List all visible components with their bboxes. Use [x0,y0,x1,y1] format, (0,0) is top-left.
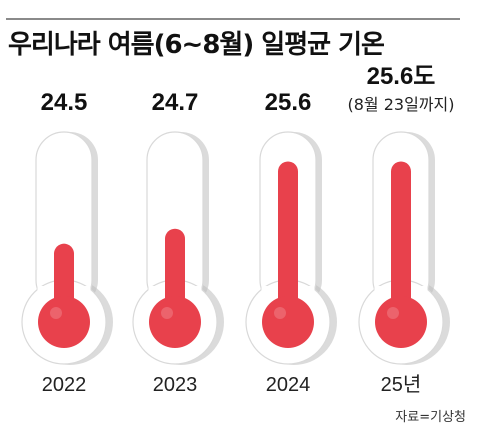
value-label-2022: 24.5 [41,89,88,116]
mercury-bulb-2024 [262,296,314,348]
annotation-label-25: (8월 23일까지) [348,95,455,114]
category-label-2024: 2024 [266,374,311,396]
category-label-25: 25년 [381,373,422,396]
mercury-highlight-25 [387,307,399,319]
mercury-bulb-25 [375,296,427,348]
category-label-2023: 2023 [153,374,198,396]
value-label-2023: 24.7 [152,89,199,116]
mercury-bulb-2022 [38,296,90,348]
mercury-column-2023 [165,228,185,312]
value-label-25: 25.6도 [367,63,436,90]
chart-title: 우리나라 여름(6~8월) 일평균 기온 [8,30,385,60]
category-label-2022: 2022 [42,374,87,396]
mercury-column-2024 [278,161,298,312]
value-label-2024: 25.6 [265,89,312,116]
top-rule [6,18,460,20]
mercury-column-25 [391,161,411,312]
mercury-highlight-2023 [161,307,173,319]
mercury-highlight-2024 [274,307,286,319]
source-credit: 자료=기상청 [395,410,466,425]
mercury-highlight-2022 [50,307,62,319]
mercury-bulb-2023 [149,296,201,348]
mercury-column-2022 [54,243,74,312]
